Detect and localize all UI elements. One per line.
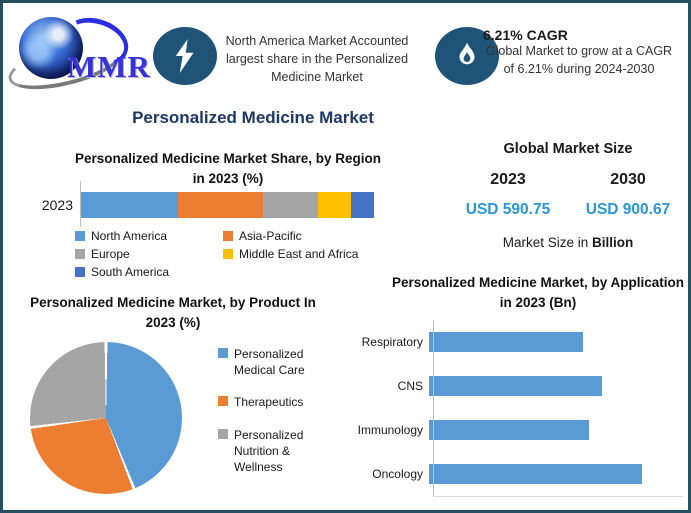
region-bar-segment-south-america: [350, 192, 374, 218]
application-bar-track: [429, 464, 685, 484]
globe-icon: [19, 17, 83, 79]
legend-swatch-icon: [218, 396, 228, 407]
legend-label: Personalized Nutrition & Wellness: [234, 427, 304, 474]
legend-swatch-icon: [223, 231, 233, 241]
region-legend: North America Asia-Pacific Europe Middle Ea…: [75, 229, 385, 279]
legend-swatch-icon: [75, 249, 85, 259]
legend-item-asia-pacific: Asia-Pacific: [223, 229, 385, 243]
region-stacked-bar: [81, 192, 374, 218]
application-bar-oncology: [429, 464, 643, 484]
application-bar-track: [429, 420, 685, 440]
legend-item-europe: Europe: [75, 247, 223, 261]
cagr-value: 6.21% CAGR: [483, 27, 568, 43]
product-pie-chart: [30, 342, 182, 494]
legend-swatch-icon: [75, 267, 85, 277]
market-size-value-2030: USD 900.67: [585, 201, 671, 218]
lightning-bolt-icon: [153, 27, 217, 85]
product-chart-title: Personalized Medicine Market, by Product…: [30, 295, 316, 331]
header-insight-cagr: 6.21% CAGR Global Market to grow at a CA…: [483, 27, 675, 78]
region-bar-segment-europe: [262, 192, 319, 218]
logo-text: MMR: [67, 49, 151, 84]
legend-label: South America: [91, 265, 170, 279]
market-size-value-2023: USD 590.75: [465, 201, 551, 218]
application-bar-immunology: [429, 420, 589, 440]
legend-item-therapeutics: Therapeutics: [218, 394, 330, 410]
legend-label: Personalized Medical Care: [234, 347, 305, 378]
application-bar-chart: Respiratory CNS Immunology Oncology: [343, 320, 685, 497]
region-chart-title: Personalized Medicine Market Share, by R…: [74, 151, 382, 187]
application-row-respiratory: Respiratory: [343, 320, 685, 364]
legend-label: Europe: [91, 247, 130, 261]
application-row-cns: CNS: [343, 364, 685, 408]
application-bar-respiratory: [429, 332, 583, 352]
application-y-axis-line: [433, 320, 434, 496]
legend-item-south-america: South America: [75, 265, 223, 279]
application-bar-track: [429, 332, 685, 352]
legend-item-north-america: North America: [75, 229, 223, 243]
region-bar-segment-middle-east-and-africa: [318, 192, 351, 218]
application-category-label: Immunology: [357, 423, 423, 437]
application-bar-track: [429, 376, 685, 396]
application-row-immunology: Immunology: [343, 408, 685, 452]
market-size-title: Global Market Size: [503, 141, 633, 157]
market-size-years: 2023 2030: [448, 171, 688, 189]
application-chart-title: Personalized Medicine Market, by Applica…: [391, 275, 685, 311]
legend-item-personalized-medical-care: Personalized Medical Care: [218, 346, 330, 378]
legend-item-personalized-nutrition-wellness: Personalized Nutrition & Wellness: [218, 427, 330, 476]
legend-label: North America: [91, 229, 168, 243]
legend-label: Asia-Pacific: [239, 229, 302, 243]
flame-icon: [435, 27, 499, 85]
region-bar-segment-asia-pacific: [177, 192, 263, 218]
cagr-description: Global Market to grow at a CAGR of 6.21%…: [485, 44, 673, 76]
market-size-note: Market Size in Billion: [448, 235, 688, 250]
legend-item-middle-east-and-africa: Middle East and Africa: [223, 247, 385, 261]
market-size-note-prefix: Market Size in: [502, 235, 593, 250]
legend-label: Therapeutics: [234, 395, 304, 410]
legend-label: Middle East and Africa: [239, 247, 359, 261]
region-bar-segment-north-america: [81, 192, 178, 218]
legend-swatch-icon: [218, 348, 228, 358]
header-insight-north-america: North America Market Accounted largest s…: [225, 34, 409, 85]
application-category-label: Respiratory: [361, 335, 423, 349]
region-axis-label-2023: 2023: [41, 197, 73, 213]
mmr-logo: MMR: [3, 9, 150, 99]
page-title: Personalized Medicine Market: [132, 108, 374, 127]
legend-swatch-icon: [75, 231, 85, 241]
legend-swatch-icon: [223, 249, 233, 259]
market-size-year-2023: 2023: [490, 171, 526, 188]
market-size-values: USD 590.75 USD 900.67: [448, 201, 688, 219]
application-x-axis-line: [433, 496, 683, 497]
application-category-label: CNS: [397, 379, 423, 393]
market-size-year-2030: 2030: [610, 171, 646, 188]
legend-swatch-icon: [218, 428, 228, 439]
application-bar-cns: [429, 376, 602, 396]
application-row-oncology: Oncology: [343, 452, 685, 496]
region-y-axis-line: [80, 181, 81, 227]
market-size-note-unit: Billion: [592, 235, 634, 250]
application-category-label: Oncology: [372, 467, 423, 481]
product-legend: Personalized Medical Care Therapeutics Per…: [218, 346, 330, 475]
